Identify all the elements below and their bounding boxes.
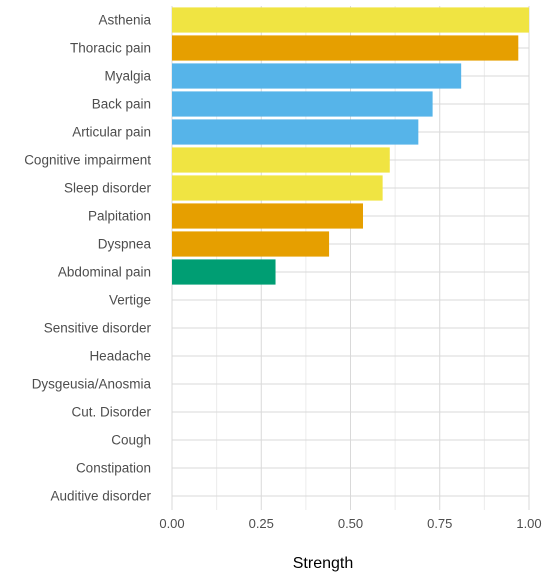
- bar-palpitation: [172, 203, 363, 229]
- category-label-palpitation: Palpitation: [88, 209, 151, 224]
- category-label-abdominal-pain: Abdominal pain: [58, 265, 151, 280]
- x-tick-label: 0.00: [159, 516, 184, 531]
- bar-cognitive-impairment: [172, 147, 390, 173]
- x-axis-title: Strength: [293, 555, 353, 572]
- category-label-auditive-disorder: Auditive disorder: [50, 489, 151, 504]
- bar-myalgia: [172, 63, 462, 89]
- bar-abdominal-pain: [172, 259, 276, 285]
- category-label-cognitive-impairment: Cognitive impairment: [24, 153, 151, 168]
- category-label-dyspnea: Dyspnea: [98, 237, 152, 252]
- bar-sleep-disorder: [172, 175, 383, 201]
- bars-group: [172, 7, 529, 285]
- x-tick-label: 0.75: [427, 516, 452, 531]
- x-tick-labels: 0.00 0.25 0.50 0.75 1.00: [159, 516, 541, 531]
- bar-asthenia: [172, 7, 529, 33]
- category-label-articular-pain: Articular pain: [72, 125, 151, 140]
- bar-dyspnea: [172, 231, 330, 257]
- x-tick-label: 1.00: [516, 516, 541, 531]
- category-labels: Asthenia Thoracic pain Myalgia Back pain Art…: [24, 13, 151, 504]
- x-tick-label: 0.50: [338, 516, 363, 531]
- category-label-cough: Cough: [111, 433, 151, 448]
- bar-thoracic-pain: [172, 35, 519, 61]
- category-label-asthenia: Asthenia: [98, 13, 151, 28]
- category-label-dysgeusia-anosmia: Dysgeusia/Anosmia: [32, 377, 152, 392]
- bar-articular-pain: [172, 119, 419, 145]
- bar-back-pain: [172, 91, 433, 117]
- category-label-sleep-disorder: Sleep disorder: [64, 181, 152, 196]
- category-label-vertige: Vertige: [109, 293, 151, 308]
- x-tick-label: 0.25: [249, 516, 274, 531]
- category-label-headache: Headache: [89, 349, 151, 364]
- category-label-constipation: Constipation: [76, 461, 151, 476]
- category-label-myalgia: Myalgia: [104, 69, 151, 84]
- category-label-thoracic-pain: Thoracic pain: [70, 41, 151, 56]
- category-label-cut-disorder: Cut. Disorder: [71, 405, 151, 420]
- category-label-sensitive-disorder: Sensitive disorder: [44, 321, 152, 336]
- category-label-back-pain: Back pain: [92, 97, 151, 112]
